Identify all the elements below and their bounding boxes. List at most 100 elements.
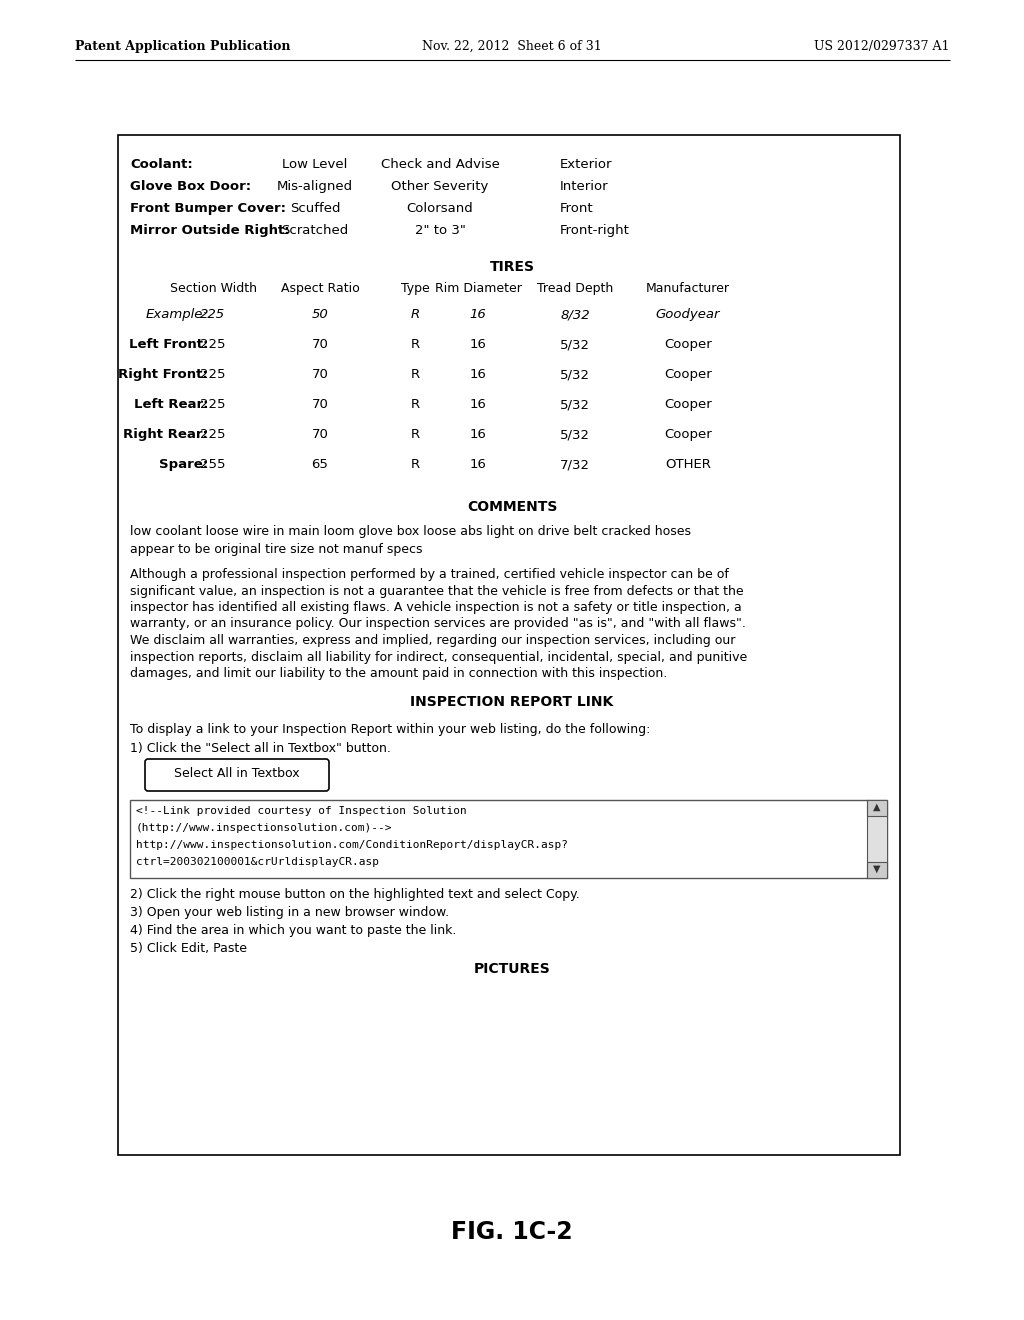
Text: 70: 70 [311, 399, 329, 411]
Text: Manufacturer: Manufacturer [646, 282, 730, 294]
Text: Scratched: Scratched [282, 224, 348, 238]
Text: low coolant loose wire in main loom glove box loose abs light on drive belt crac: low coolant loose wire in main loom glov… [130, 525, 691, 539]
Text: Section Width: Section Width [170, 282, 256, 294]
Bar [130, 800, 887, 878]
Text: 50: 50 [311, 308, 329, 321]
Bar [867, 862, 887, 878]
Bar [867, 800, 887, 816]
Text: damages, and limit our liability to the amount paid in connection with this insp: damages, and limit our liability to the … [130, 667, 668, 680]
Text: Right Front:: Right Front: [118, 368, 208, 381]
Text: Check and Advise: Check and Advise [381, 158, 500, 172]
Text: 3) Open your web listing in a new browser window.: 3) Open your web listing in a new browse… [130, 906, 450, 919]
Text: US 2012/0297337 A1: US 2012/0297337 A1 [814, 40, 950, 53]
Text: 65: 65 [311, 458, 329, 471]
Text: 255: 255 [201, 458, 225, 471]
Text: R: R [411, 428, 420, 441]
Text: inspection reports, disclaim all liability for indirect, consequential, incident: inspection reports, disclaim all liabili… [130, 651, 748, 664]
Text: Scuffed: Scuffed [290, 202, 340, 215]
Text: Nov. 22, 2012  Sheet 6 of 31: Nov. 22, 2012 Sheet 6 of 31 [422, 40, 602, 53]
Text: 16: 16 [470, 428, 486, 441]
Text: appear to be original tire size not manuf specs: appear to be original tire size not manu… [130, 543, 423, 556]
Text: R: R [411, 458, 420, 471]
Text: ▼: ▼ [873, 865, 881, 874]
Text: 16: 16 [470, 308, 486, 321]
Text: 8/32: 8/32 [560, 308, 590, 321]
Text: ▲: ▲ [873, 803, 881, 812]
Text: TIRES: TIRES [489, 260, 535, 275]
Text: 16: 16 [470, 338, 486, 351]
Text: We disclaim all warranties, express and implied, regarding our inspection servic: We disclaim all warranties, express and … [130, 634, 735, 647]
Text: Type: Type [400, 282, 429, 294]
Text: 225: 225 [201, 308, 225, 321]
Text: Low Level: Low Level [283, 158, 348, 172]
Text: Mis-aligned: Mis-aligned [276, 180, 353, 193]
Text: OTHER: OTHER [665, 458, 711, 471]
Bar [118, 135, 900, 1155]
Text: Although a professional inspection performed by a trained, certified vehicle ins: Although a professional inspection perfo… [130, 568, 729, 581]
Text: <!--Link provided courtesy of Inspection Solution: <!--Link provided courtesy of Inspection… [136, 807, 467, 816]
Text: R: R [411, 399, 420, 411]
Text: Front Bumper Cover:: Front Bumper Cover: [130, 202, 286, 215]
Text: R: R [411, 338, 420, 351]
Text: INSPECTION REPORT LINK: INSPECTION REPORT LINK [411, 696, 613, 709]
Text: 5/32: 5/32 [560, 338, 590, 351]
Text: 70: 70 [311, 428, 329, 441]
Text: Example:: Example: [146, 308, 208, 321]
Text: (http://www.inspectionsolution.com)-->: (http://www.inspectionsolution.com)--> [136, 822, 392, 833]
Text: PICTURES: PICTURES [474, 962, 550, 975]
Text: Select All in Textbox: Select All in Textbox [174, 767, 300, 780]
Text: 4) Find the area in which you want to paste the link.: 4) Find the area in which you want to pa… [130, 924, 457, 937]
Text: ctrl=200302100001&crUrldisplayCR.asp: ctrl=200302100001&crUrldisplayCR.asp [136, 857, 379, 867]
Text: R: R [411, 308, 420, 321]
Text: To display a link to your Inspection Report within your web listing, do the foll: To display a link to your Inspection Rep… [130, 723, 650, 737]
Text: Front-right: Front-right [560, 224, 630, 238]
Text: 225: 225 [201, 368, 225, 381]
Text: Left Rear:: Left Rear: [133, 399, 208, 411]
Text: Colorsand: Colorsand [407, 202, 473, 215]
Text: Left Front:: Left Front: [129, 338, 208, 351]
Text: significant value, an inspection is not a guarantee that the vehicle is free fro: significant value, an inspection is not … [130, 585, 743, 598]
Text: Exterior: Exterior [560, 158, 612, 172]
Text: http://www.inspectionsolution.com/ConditionReport/displayCR.asp?: http://www.inspectionsolution.com/Condit… [136, 840, 568, 850]
Text: Goodyear: Goodyear [655, 308, 720, 321]
Text: Aspect Ratio: Aspect Ratio [281, 282, 359, 294]
Text: 16: 16 [470, 399, 486, 411]
Text: Patent Application Publication: Patent Application Publication [75, 40, 291, 53]
Text: 70: 70 [311, 368, 329, 381]
Text: 70: 70 [311, 338, 329, 351]
Text: Spare:: Spare: [159, 458, 208, 471]
Text: 225: 225 [201, 428, 225, 441]
Text: Glove Box Door:: Glove Box Door: [130, 180, 251, 193]
Text: R: R [411, 368, 420, 381]
Text: 2) Click the right mouse button on the highlighted text and select Copy.: 2) Click the right mouse button on the h… [130, 888, 580, 902]
Text: COMMENTS: COMMENTS [467, 500, 557, 513]
Text: 7/32: 7/32 [560, 458, 590, 471]
Text: FIG. 1C-2: FIG. 1C-2 [452, 1220, 572, 1243]
Text: Right Rear:: Right Rear: [123, 428, 208, 441]
Text: 5/32: 5/32 [560, 368, 590, 381]
Text: 225: 225 [201, 338, 225, 351]
Text: 225: 225 [201, 399, 225, 411]
Text: Coolant:: Coolant: [130, 158, 193, 172]
Text: Cooper: Cooper [665, 399, 712, 411]
Text: 2" to 3": 2" to 3" [415, 224, 466, 238]
Text: Mirror Outside Right:: Mirror Outside Right: [130, 224, 290, 238]
Text: Cooper: Cooper [665, 368, 712, 381]
Text: 5/32: 5/32 [560, 399, 590, 411]
Text: Interior: Interior [560, 180, 608, 193]
Text: 5/32: 5/32 [560, 428, 590, 441]
Text: 16: 16 [470, 458, 486, 471]
Text: 1) Click the "Select all in Textbox" button.: 1) Click the "Select all in Textbox" but… [130, 742, 391, 755]
Text: Rim Diameter: Rim Diameter [434, 282, 521, 294]
Text: Other Severity: Other Severity [391, 180, 488, 193]
Text: warranty, or an insurance policy. Our inspection services are provided "as is", : warranty, or an insurance policy. Our in… [130, 618, 745, 631]
Text: Cooper: Cooper [665, 338, 712, 351]
Text: Tread Depth: Tread Depth [537, 282, 613, 294]
Text: 16: 16 [470, 368, 486, 381]
Text: inspector has identified all existing flaws. A vehicle inspection is not a safet: inspector has identified all existing fl… [130, 601, 741, 614]
Bar [867, 800, 887, 878]
Text: Cooper: Cooper [665, 428, 712, 441]
Text: 5) Click Edit, Paste: 5) Click Edit, Paste [130, 942, 247, 954]
FancyBboxPatch shape [145, 759, 329, 791]
Text: Front: Front [560, 202, 594, 215]
